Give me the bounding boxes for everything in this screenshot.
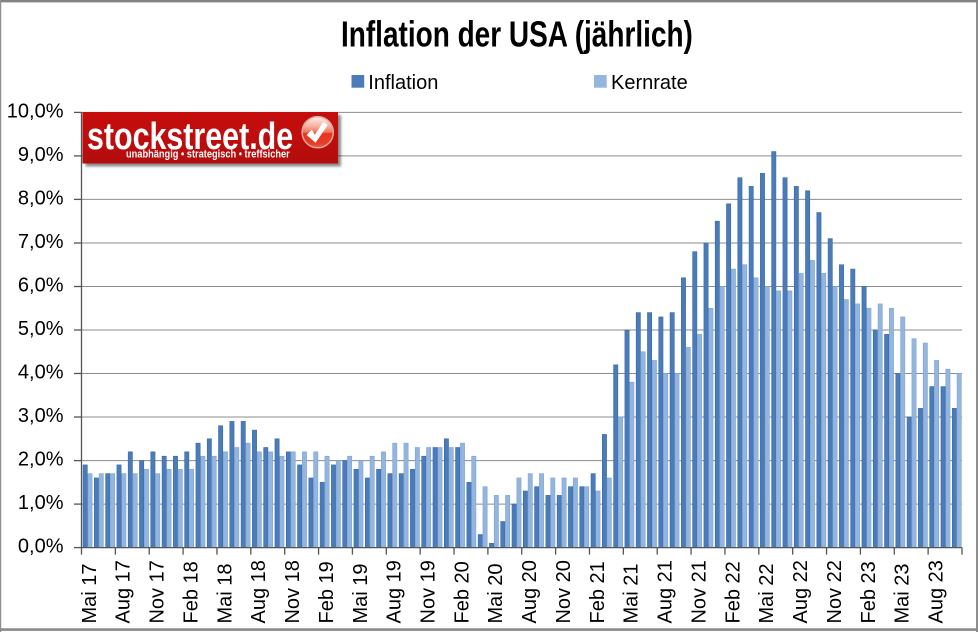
svg-text:Mai 20: Mai 20: [485, 563, 507, 623]
svg-text:9,0%: 9,0%: [18, 144, 64, 166]
svg-text:4,0%: 4,0%: [18, 361, 64, 383]
svg-text:Aug 17: Aug 17: [113, 560, 135, 623]
svg-text:Aug 18: Aug 18: [248, 560, 270, 623]
svg-text:Feb 19: Feb 19: [316, 561, 338, 623]
svg-text:Mai 17: Mai 17: [79, 563, 101, 623]
svg-text:10,0%: 10,0%: [7, 100, 64, 122]
svg-text:Nov 18: Nov 18: [282, 560, 304, 623]
svg-text:3,0%: 3,0%: [18, 405, 64, 427]
svg-text:stockstreet.de: stockstreet.de: [87, 116, 293, 158]
svg-text:Feb 23: Feb 23: [858, 561, 880, 623]
svg-text:Feb 18: Feb 18: [180, 561, 202, 623]
svg-text:Aug 22: Aug 22: [790, 560, 812, 623]
svg-text:Aug 21: Aug 21: [655, 560, 677, 623]
svg-text:Feb 21: Feb 21: [587, 561, 609, 623]
svg-text:2,0%: 2,0%: [18, 449, 64, 471]
svg-text:7,0%: 7,0%: [18, 231, 64, 253]
svg-text:Inflation der USA (jährlich): Inflation der USA (jährlich): [341, 14, 693, 54]
svg-text:Aug 23: Aug 23: [925, 560, 947, 623]
svg-text:Mai 23: Mai 23: [892, 563, 914, 623]
svg-text:Inflation: Inflation: [368, 72, 438, 94]
svg-text:Nov 22: Nov 22: [824, 560, 846, 623]
svg-text:1,0%: 1,0%: [18, 492, 64, 514]
svg-text:6,0%: 6,0%: [18, 274, 64, 296]
svg-text:Nov 19: Nov 19: [418, 560, 440, 623]
svg-text:Feb 20: Feb 20: [451, 561, 473, 623]
svg-text:Feb 22: Feb 22: [722, 561, 744, 623]
svg-text:unabhängig • strategisch • tre: unabhängig • strategisch • treffsicher: [126, 149, 290, 161]
svg-text:Kernrate: Kernrate: [611, 72, 688, 94]
svg-text:8,0%: 8,0%: [18, 187, 64, 209]
svg-text:0,0%: 0,0%: [18, 536, 64, 558]
svg-text:Aug 19: Aug 19: [384, 560, 406, 623]
svg-text:Nov 17: Nov 17: [147, 560, 169, 623]
svg-text:Nov 21: Nov 21: [688, 560, 710, 623]
svg-text:Mai 18: Mai 18: [214, 563, 236, 623]
svg-text:Aug 20: Aug 20: [519, 560, 541, 623]
svg-text:Mai 19: Mai 19: [350, 563, 372, 623]
svg-text:Mai 21: Mai 21: [621, 563, 643, 623]
svg-text:5,0%: 5,0%: [18, 318, 64, 340]
svg-text:Mai 22: Mai 22: [756, 563, 778, 623]
svg-text:Nov 20: Nov 20: [553, 560, 575, 623]
